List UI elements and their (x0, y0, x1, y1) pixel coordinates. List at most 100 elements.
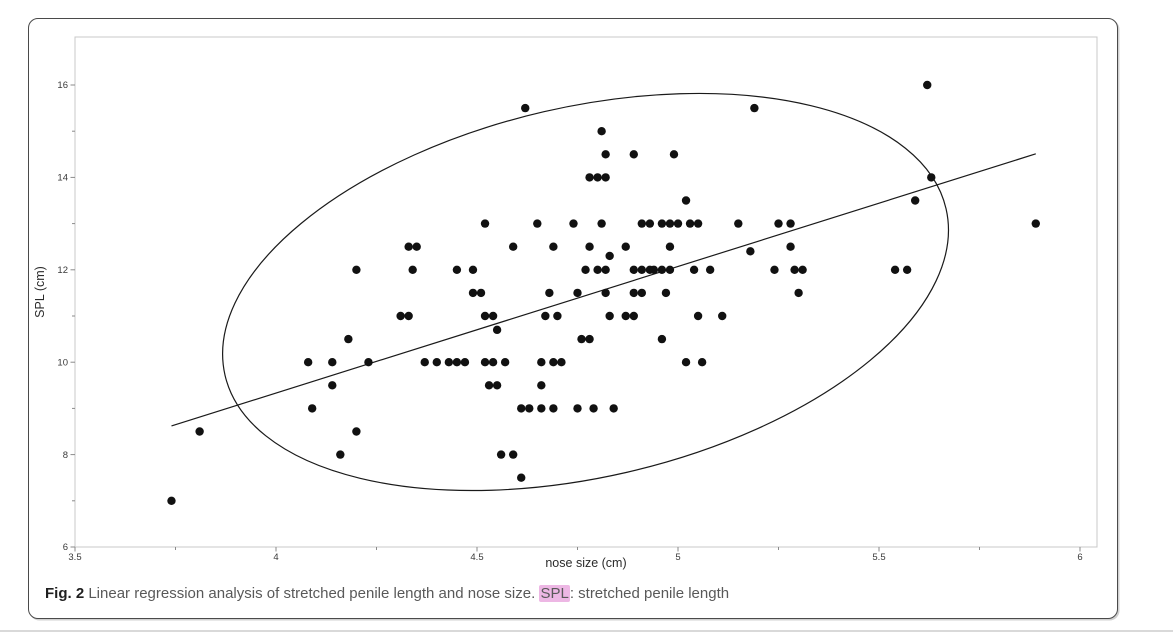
data-point (404, 242, 413, 251)
data-point (496, 450, 506, 459)
data-point (585, 334, 594, 344)
y-axis-tick-label: 8 (63, 450, 68, 461)
x-axis-title: nose size (cm) (545, 556, 626, 570)
data-point (902, 265, 912, 274)
data-point (537, 358, 546, 367)
data-point (480, 358, 490, 367)
confidence-ellipse (222, 92, 950, 492)
y-axis-tick-label: 16 (57, 80, 68, 91)
data-point (492, 381, 502, 390)
data-point (637, 265, 647, 274)
data-point (553, 311, 562, 321)
data-point (460, 358, 470, 367)
data-point (923, 80, 932, 90)
data-point (597, 219, 606, 228)
caption-text: Linear regression analysis of stretched … (84, 585, 540, 602)
data-point (533, 219, 542, 228)
data-point (336, 450, 345, 459)
data-point (669, 150, 679, 159)
data-point (609, 404, 618, 413)
data-point (432, 358, 441, 367)
data-point (569, 219, 578, 228)
x-axis-tick-label: 6 (1077, 552, 1082, 563)
data-point (521, 103, 530, 113)
data-point (480, 311, 490, 321)
data-point (601, 288, 610, 298)
data-point (468, 288, 478, 298)
data-point (328, 381, 337, 390)
data-point (537, 404, 546, 413)
data-point (549, 404, 558, 413)
data-point (593, 265, 602, 274)
data-point (689, 265, 699, 274)
data-point (1031, 219, 1040, 228)
data-point (629, 265, 638, 274)
y-axis-tick-label: 10 (57, 357, 68, 368)
data-point (404, 311, 413, 321)
x-axis-tick-label: 5 (675, 552, 680, 563)
data-point (420, 358, 429, 367)
data-point (508, 242, 518, 251)
data-point (621, 311, 630, 321)
data-point (697, 358, 707, 367)
data-point (693, 311, 703, 321)
data-point (657, 265, 667, 274)
data-point (601, 173, 610, 182)
data-point (774, 219, 783, 228)
caption-abbrev-text: : stretched penile length (569, 585, 730, 602)
data-point (364, 358, 373, 367)
data-point (629, 311, 638, 321)
data-point (541, 311, 550, 321)
data-point (500, 358, 510, 367)
data-point (746, 247, 755, 256)
caption-figure-number: Fig. 2 (45, 585, 85, 602)
data-point (484, 381, 494, 390)
data-point (657, 219, 667, 228)
data-point (629, 150, 638, 159)
data-point (537, 381, 546, 390)
data-point (637, 219, 647, 228)
data-point (328, 358, 337, 367)
data-point (593, 173, 602, 182)
data-point (444, 358, 454, 367)
data-point (396, 311, 405, 321)
data-point (452, 358, 462, 367)
data-point (195, 427, 204, 436)
data-point (452, 265, 462, 274)
y-axis-title: SPL (cm) (33, 266, 47, 318)
data-point (549, 242, 558, 251)
data-point (573, 288, 582, 298)
data-point (352, 265, 361, 274)
data-point (657, 334, 667, 344)
data-point (649, 265, 659, 274)
data-point (468, 265, 478, 274)
data-point (790, 265, 799, 274)
data-point (718, 311, 727, 321)
data-point (585, 173, 594, 182)
data-point (693, 219, 703, 228)
data-point (597, 127, 606, 136)
data-point (794, 288, 803, 298)
data-point (681, 358, 691, 367)
data-point (605, 251, 614, 261)
data-point (621, 242, 630, 251)
data-point (577, 334, 586, 344)
data-point (665, 265, 675, 274)
data-point (508, 450, 518, 459)
data-point (927, 173, 936, 182)
data-point (786, 242, 795, 251)
data-point (525, 404, 534, 413)
data-point (549, 358, 558, 367)
data-point (661, 288, 671, 298)
data-point (476, 288, 486, 298)
figure-card (28, 18, 1118, 619)
data-point (488, 311, 498, 321)
caption-highlight-spl: SPL (539, 585, 570, 602)
data-point (705, 265, 715, 274)
figure-caption: Fig. 2 Linear regression analysis of str… (45, 584, 1085, 604)
y-axis-tick-label: 12 (57, 265, 68, 276)
data-point (589, 404, 598, 413)
data-point (167, 496, 176, 505)
page-divider (0, 630, 1173, 632)
